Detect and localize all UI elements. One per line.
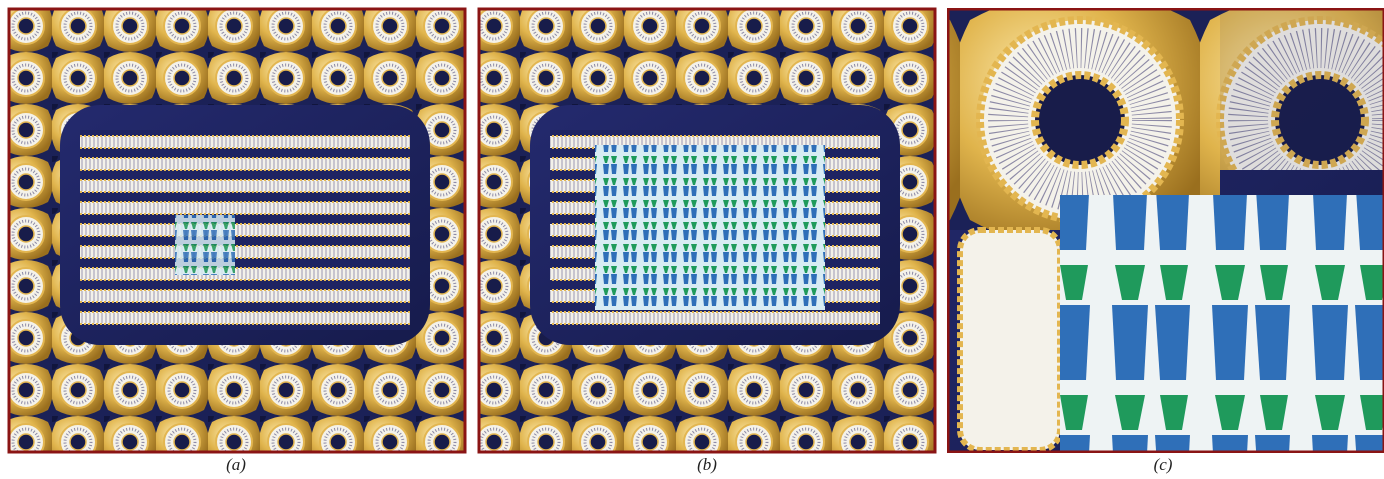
protein-cluster [175,215,235,275]
panel-label: (a) [226,455,246,474]
lipid-ring [947,8,1220,230]
panel-label: (c) [1154,455,1173,474]
protein-lattice [1060,195,1384,453]
panel-label: (b) [697,455,717,474]
panel-c [947,8,1384,453]
crystal-lattice [595,145,825,310]
panel-b [477,7,937,454]
panel-a [7,7,467,454]
bilayers [80,130,410,330]
bilayer [957,227,1063,453]
lipid-ring [1215,8,1384,170]
